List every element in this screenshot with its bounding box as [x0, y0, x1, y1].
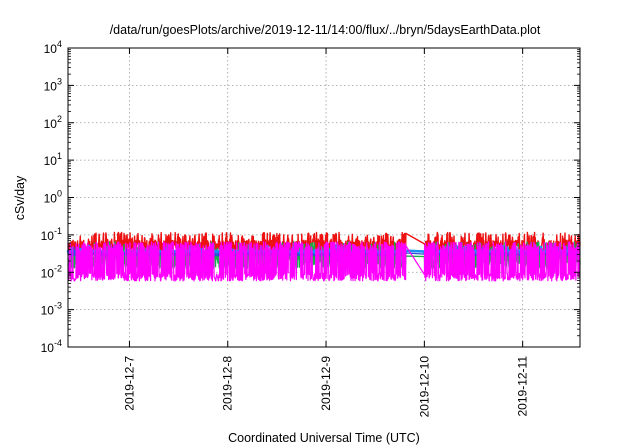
data-series — [66, 231, 581, 282]
y-tick-label: 10-4 — [41, 338, 62, 355]
grid-lines — [68, 48, 580, 347]
series-line-5 — [67, 241, 581, 282]
x-tick-label: 2019-12-8 — [221, 356, 235, 411]
x-tick-label: 2019-12-7 — [122, 356, 136, 411]
y-axis-label: cSv/day — [13, 175, 27, 220]
y-tick-label: 101 — [44, 151, 62, 168]
axis-ticks: 10-4 10-3 10-2 10-1 100 101 102 103 104 2019-12-7… — [41, 39, 580, 417]
y-tick-label: 103 — [44, 76, 62, 93]
y-tick-label: 10-2 — [41, 263, 62, 280]
y-tick-label: 104 — [44, 39, 62, 56]
y-tick-label: 100 — [44, 189, 62, 206]
y-tick-label: 10-1 — [41, 226, 62, 243]
y-tick-label: 102 — [44, 114, 62, 131]
x-tick-label: 2019-12-11 — [516, 356, 530, 417]
x-axis-label: Coordinated Universal Time (UTC) — [228, 431, 420, 445]
y-tick-label: 10-3 — [41, 301, 62, 318]
chart-title: /data/run/goesPlots/archive/2019-12-11/1… — [110, 23, 541, 37]
x-tick-label: 2019-12-10 — [417, 356, 431, 418]
x-tick-label: 2019-12-9 — [319, 356, 333, 411]
